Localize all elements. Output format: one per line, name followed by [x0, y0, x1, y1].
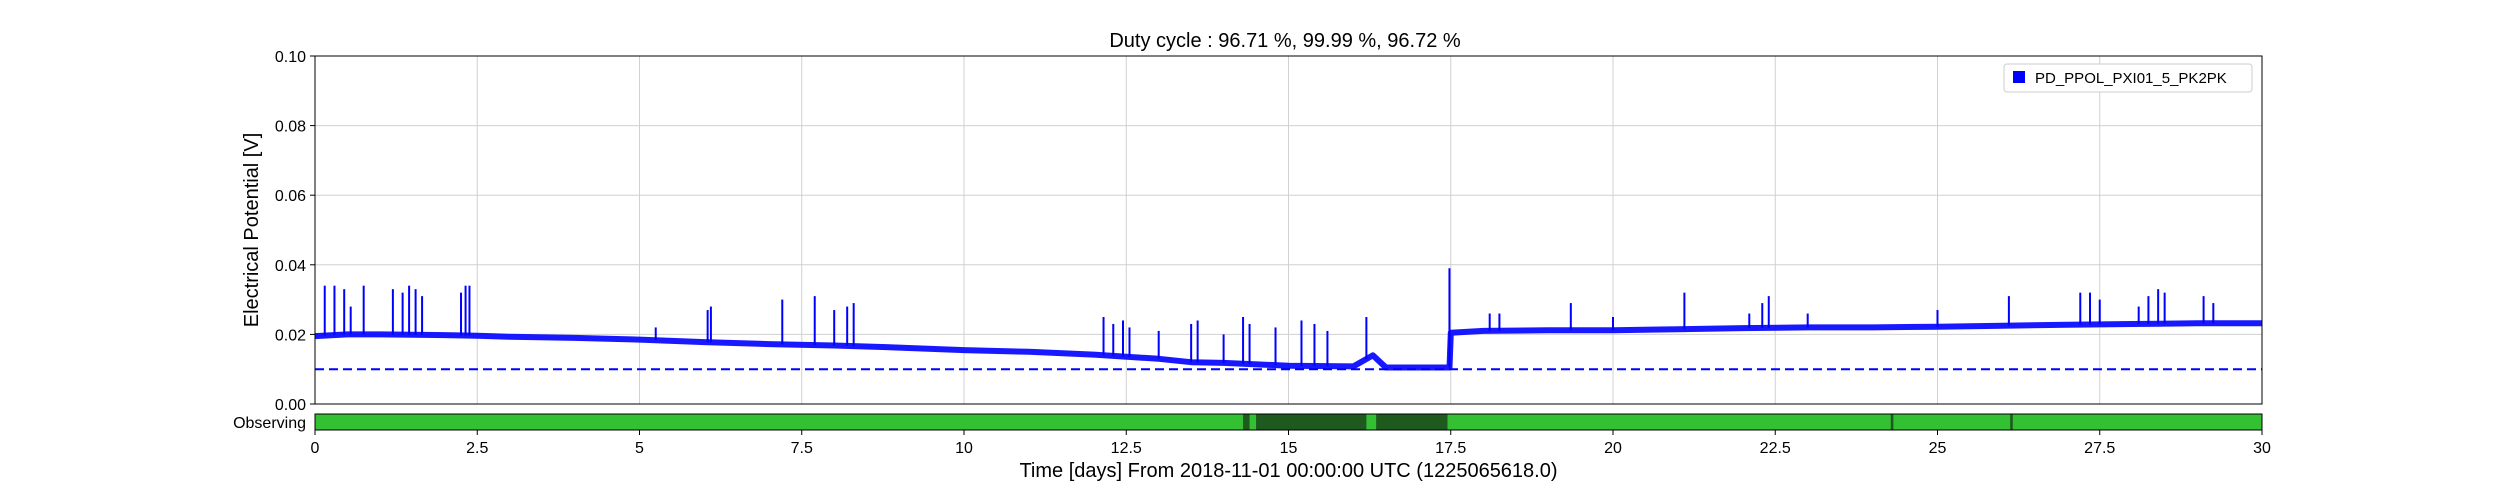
plot-frame	[314, 55, 2263, 405]
series-line	[314, 320, 2262, 371]
observing-gap	[1243, 414, 1250, 430]
x-tick-label: 15	[1280, 440, 1298, 457]
observing-gap	[2010, 414, 2013, 430]
chart-title: Duty cycle : 96.71 %, 99.99 %, 96.72 %	[1109, 30, 1461, 52]
legend: PD_PPOL_PXI01_5_PK2PK	[2003, 63, 2253, 93]
x-tick-label: 12.5	[1111, 440, 1142, 457]
legend-box	[2003, 63, 2253, 93]
y-tick-label: 0.10	[275, 49, 306, 66]
observing-gap	[1256, 414, 1367, 430]
y-tick-label: 0.02	[275, 327, 306, 344]
y-axis-label: Electrical Potential [V]	[241, 133, 263, 328]
observing-label: Observing	[233, 415, 306, 432]
y-tick-label: 0.00	[275, 397, 306, 414]
legend-entry: PD_PPOL_PXI01_5_PK2PK	[2035, 70, 2227, 87]
y-axis: 0.00 0.02 0.04 0.06 0.08 0.10	[275, 49, 315, 414]
x-tick-label: 7.5	[791, 440, 813, 457]
grid	[314, 55, 2263, 405]
x-tick-label: 0	[311, 440, 320, 457]
x-tick-label: 20	[1604, 440, 1622, 457]
x-tick-label: 27.5	[2084, 440, 2115, 457]
observing-gap	[1376, 414, 1448, 430]
observing-gap	[1890, 414, 1894, 430]
y-tick-label: 0.04	[275, 258, 306, 275]
x-tick-label: 10	[955, 440, 973, 457]
x-tick-label: 30	[2253, 440, 2271, 457]
observing-bar	[314, 413, 2263, 431]
x-axis: 0 2.5 5 7.5 10 12.5 15 17.5 20 22.5 25 27.5 30	[311, 430, 2271, 457]
y-tick-label: 0.06	[275, 188, 306, 205]
y-tick-label: 0.08	[275, 119, 306, 136]
legend-swatch	[2013, 71, 2025, 83]
x-tick-label: 5	[635, 440, 644, 457]
x-tick-label: 2.5	[466, 440, 488, 457]
x-tick-label: 17.5	[1435, 440, 1466, 457]
plot-area	[314, 268, 2262, 371]
x-tick-label: 25	[1929, 440, 1947, 457]
x-tick-label: 22.5	[1760, 440, 1791, 457]
x-axis-label: Time [days] From 2018-11-01 00:00:00 UTC…	[1019, 460, 1557, 482]
